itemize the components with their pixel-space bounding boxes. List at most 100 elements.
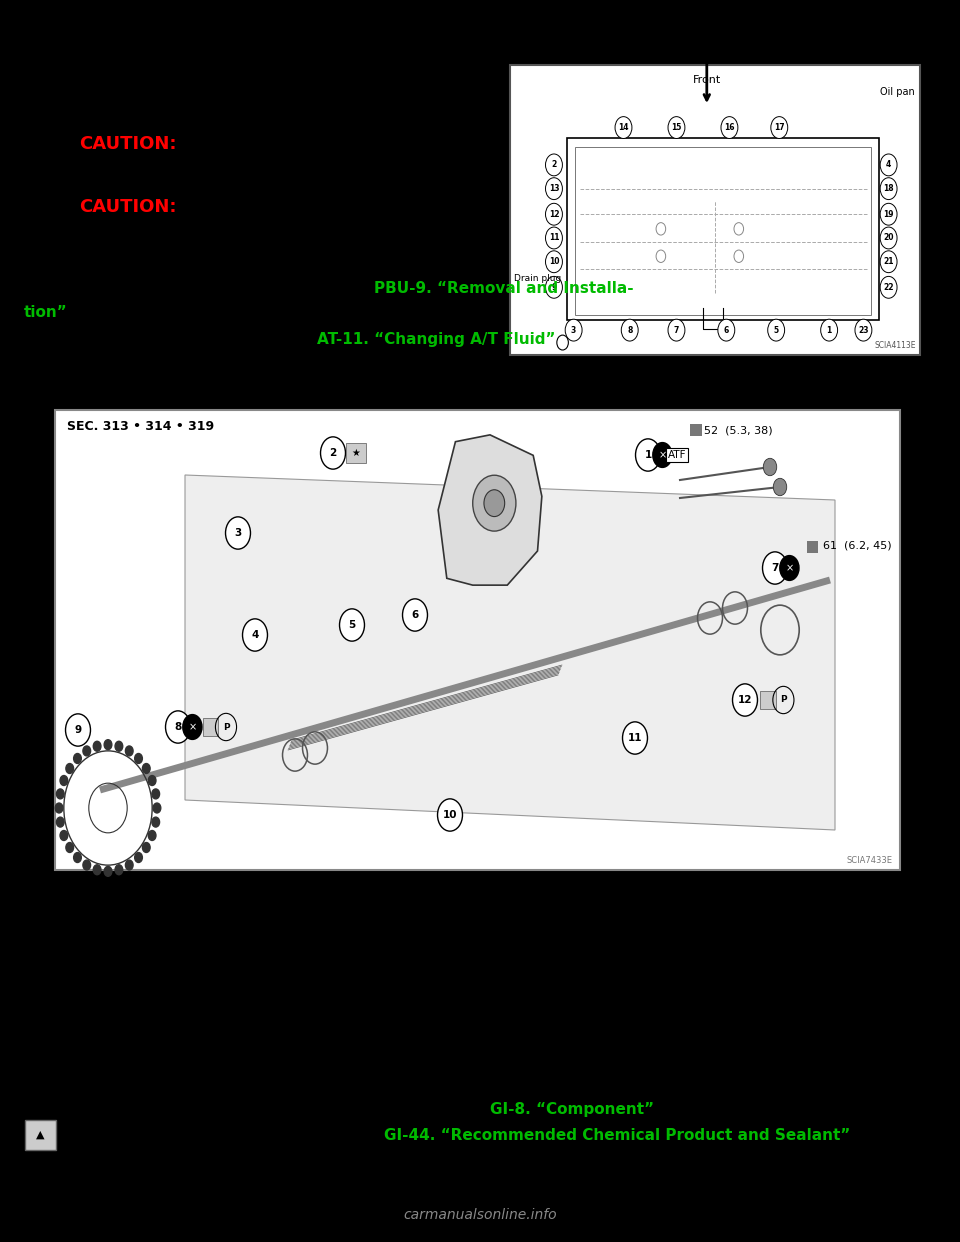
Text: ★: ★ [351, 448, 360, 458]
Circle shape [762, 551, 787, 584]
Circle shape [65, 714, 90, 746]
Circle shape [152, 789, 159, 799]
Circle shape [438, 799, 463, 831]
Circle shape [321, 437, 346, 469]
Text: 8: 8 [627, 325, 633, 334]
Circle shape [636, 438, 660, 471]
Text: 14: 14 [618, 123, 629, 132]
Circle shape [615, 117, 632, 139]
Text: Front: Front [693, 75, 721, 84]
Text: PBU-9. “Removal and Installa-: PBU-9. “Removal and Installa- [374, 281, 634, 296]
Circle shape [653, 442, 672, 467]
Text: 22: 22 [883, 283, 894, 292]
Bar [760, 692, 776, 709]
Text: GI-8. “Component”: GI-8. “Component” [490, 1102, 654, 1117]
Text: Drain plug: Drain plug [514, 273, 561, 283]
Circle shape [880, 251, 897, 273]
Text: 10: 10 [443, 810, 457, 820]
Circle shape [134, 754, 142, 764]
Bar [567, 138, 879, 320]
Circle shape [565, 319, 582, 342]
Text: 11: 11 [628, 733, 642, 743]
Circle shape [545, 251, 563, 273]
Circle shape [340, 609, 365, 641]
Circle shape [83, 746, 90, 756]
Polygon shape [438, 435, 541, 585]
Text: 16: 16 [724, 123, 734, 132]
Text: 4: 4 [886, 160, 891, 169]
Circle shape [148, 831, 156, 841]
Text: P: P [780, 696, 786, 704]
Circle shape [57, 817, 64, 827]
Text: 3: 3 [234, 528, 242, 538]
Circle shape [152, 817, 159, 827]
Bar [575, 148, 872, 315]
Circle shape [115, 741, 123, 751]
Circle shape [774, 478, 787, 496]
Circle shape [557, 335, 568, 350]
Circle shape [104, 740, 112, 750]
Text: 6: 6 [724, 325, 729, 334]
Circle shape [768, 319, 784, 342]
Circle shape [126, 746, 133, 756]
Text: 12: 12 [549, 210, 560, 219]
Circle shape [66, 764, 74, 774]
Text: 52  (5.3, 38): 52 (5.3, 38) [704, 425, 772, 435]
Circle shape [545, 178, 563, 200]
Circle shape [93, 864, 101, 874]
Text: ×: × [785, 563, 794, 573]
Text: SCIA7433E: SCIA7433E [847, 856, 892, 864]
Text: 3: 3 [571, 325, 576, 334]
Circle shape [57, 789, 64, 799]
Circle shape [402, 599, 427, 631]
Circle shape [855, 319, 872, 342]
Circle shape [484, 489, 505, 517]
Text: 20: 20 [883, 233, 894, 242]
Circle shape [621, 319, 638, 342]
Circle shape [668, 117, 684, 139]
Circle shape [148, 775, 156, 785]
Text: 10: 10 [549, 257, 560, 266]
Circle shape [880, 227, 897, 248]
Circle shape [142, 842, 150, 852]
Circle shape [60, 775, 68, 785]
Text: AT-11. “Changing A/T Fluid”: AT-11. “Changing A/T Fluid” [317, 332, 555, 347]
Bar [690, 424, 702, 436]
Circle shape [771, 117, 788, 139]
Text: ×: × [188, 722, 197, 732]
Text: Oil pan: Oil pan [880, 87, 915, 97]
Circle shape [134, 852, 142, 862]
Circle shape [545, 277, 563, 298]
Text: 61  (6.2, 45): 61 (6.2, 45) [823, 540, 892, 550]
Circle shape [104, 867, 111, 877]
Circle shape [721, 117, 738, 139]
Circle shape [622, 722, 647, 754]
Circle shape [165, 710, 190, 743]
Circle shape [93, 741, 101, 751]
Bar [510, 65, 920, 355]
Text: CAUTION:: CAUTION: [79, 199, 177, 216]
Circle shape [226, 517, 251, 549]
Text: 18: 18 [883, 184, 894, 194]
Circle shape [545, 154, 563, 176]
Circle shape [545, 227, 563, 248]
Bar [25, 1120, 56, 1150]
Text: 8: 8 [175, 722, 181, 732]
Text: 23: 23 [858, 325, 869, 334]
Circle shape [126, 861, 133, 871]
Circle shape [74, 754, 82, 764]
Text: 7: 7 [771, 563, 779, 573]
Circle shape [74, 852, 82, 862]
Text: carmanualsonline.info: carmanualsonline.info [403, 1207, 557, 1222]
Text: ▲: ▲ [36, 1130, 44, 1140]
Text: 11: 11 [549, 233, 560, 242]
Text: 1: 1 [644, 450, 652, 460]
Text: 19: 19 [883, 210, 894, 219]
Circle shape [780, 555, 799, 580]
Text: SEC. 313 • 314 • 319: SEC. 313 • 314 • 319 [66, 420, 214, 433]
Circle shape [732, 684, 757, 717]
Circle shape [880, 277, 897, 298]
Circle shape [668, 319, 684, 342]
Text: tion”: tion” [24, 306, 68, 320]
Polygon shape [185, 474, 835, 830]
